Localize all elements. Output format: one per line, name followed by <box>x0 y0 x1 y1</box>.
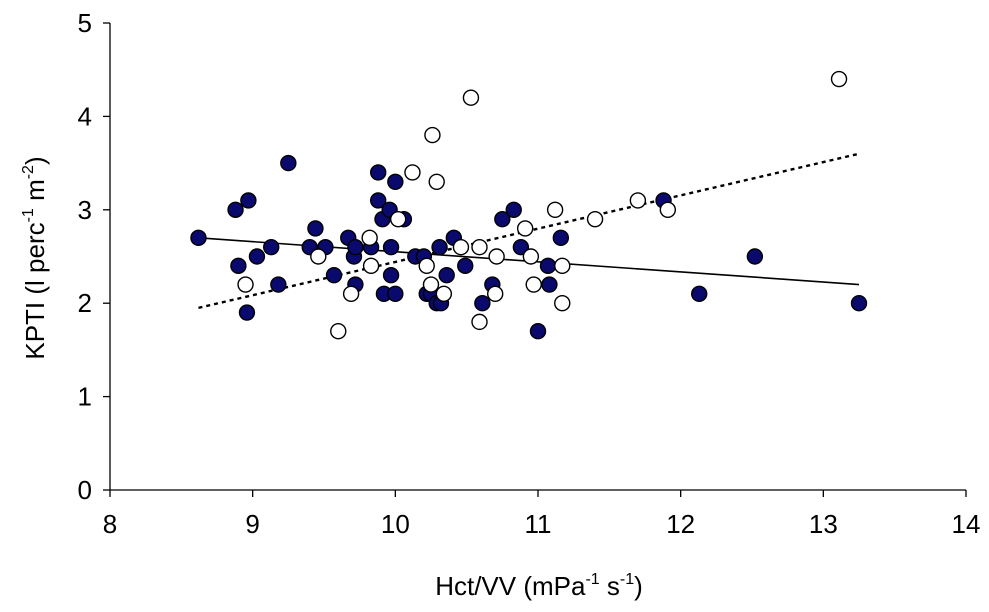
data-point-filled <box>552 229 570 247</box>
data-point-filled <box>691 285 708 303</box>
data-point-open <box>389 210 407 228</box>
x-tick-label: 11 <box>525 509 552 539</box>
y-tick-label: 4 <box>78 101 92 131</box>
x-tick-label: 9 <box>245 509 259 539</box>
data-point-open <box>487 285 504 303</box>
data-point-open <box>554 295 571 312</box>
data-point-filled <box>227 201 244 219</box>
data-point-open <box>471 313 488 331</box>
x-axis-ticks: 8 9 10 11 12 13 14 <box>103 490 981 539</box>
data-point-filled <box>541 276 558 293</box>
data-point-filled <box>512 238 530 256</box>
data-point-filled <box>382 266 400 284</box>
data-point-open <box>471 238 488 256</box>
data-point-filled <box>387 173 404 190</box>
data-point-open <box>629 192 647 209</box>
data-point-filled <box>370 192 387 209</box>
data-point-open <box>424 126 441 144</box>
data-point-filled <box>438 266 455 284</box>
data-point-open <box>525 276 542 293</box>
data-point-open <box>422 276 440 293</box>
data-point-filled <box>238 304 256 321</box>
y-tick-label: 3 <box>78 195 92 225</box>
data-point-open <box>342 285 360 303</box>
data-point-filled <box>494 210 511 228</box>
data-point-filled <box>539 257 557 275</box>
data-point-open <box>362 257 380 275</box>
data-point-open <box>310 248 327 265</box>
data-point-open <box>488 248 505 265</box>
data-point-filled <box>240 192 257 209</box>
data-point-filled <box>270 276 287 293</box>
data-point-open <box>418 257 435 275</box>
data-point-open <box>330 323 347 340</box>
x-tick-label: 12 <box>666 509 695 539</box>
data-point-open <box>237 276 254 293</box>
data-point-filled <box>248 248 266 265</box>
data-point-filled <box>190 229 207 247</box>
data-point-open <box>659 201 677 219</box>
y-tick-label: 2 <box>78 288 92 318</box>
data-point-open <box>522 248 540 265</box>
data-point-filled <box>457 257 474 275</box>
data-points <box>190 70 868 340</box>
x-tick-label: 8 <box>103 509 117 539</box>
data-point-filled <box>370 164 387 181</box>
data-point-open <box>361 229 378 247</box>
data-point-open <box>586 210 604 228</box>
data-point-filled <box>505 201 522 219</box>
data-point-open <box>404 164 421 181</box>
data-point-filled <box>347 238 364 256</box>
data-point-open <box>452 238 470 256</box>
data-point-open <box>554 257 571 275</box>
data-point-open <box>546 201 564 219</box>
data-point-filled <box>746 248 764 265</box>
data-point-filled <box>850 295 868 312</box>
y-tick-label: 1 <box>78 382 92 412</box>
x-tick-label: 10 <box>381 509 410 539</box>
y-tick-label: 5 <box>78 8 92 38</box>
data-point-open <box>516 220 534 237</box>
data-point-open <box>435 285 453 303</box>
data-point-filled <box>529 323 547 340</box>
data-point-filled <box>280 154 297 172</box>
y-axis-title: KPTI (l perc-1 m-2) <box>20 156 50 359</box>
x-axis-title: Hct/VV (mPa-1 s-1) <box>435 571 643 601</box>
data-point-filled <box>230 257 247 275</box>
y-tick-label: 0 <box>78 475 92 505</box>
data-point-filled <box>431 238 448 256</box>
data-point-filled <box>307 220 324 237</box>
data-point-filled <box>325 266 343 284</box>
y-axis-ticks: 0 1 2 3 4 5 <box>78 8 110 505</box>
x-tick-label: 14 <box>952 509 981 539</box>
data-point-filled <box>263 238 280 256</box>
x-tick-label: 13 <box>809 509 838 539</box>
data-point-open <box>830 70 848 88</box>
data-point-filled <box>387 285 404 303</box>
data-point-open <box>428 173 445 190</box>
data-point-filled <box>382 238 400 256</box>
data-point-filled <box>474 295 491 312</box>
data-point-open <box>462 89 480 106</box>
